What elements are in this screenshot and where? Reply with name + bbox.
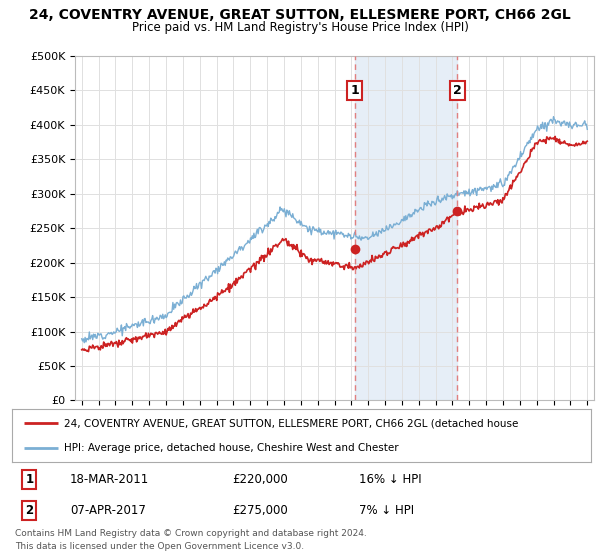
Text: 16% ↓ HPI: 16% ↓ HPI bbox=[359, 473, 422, 486]
Text: 2: 2 bbox=[25, 504, 34, 517]
Text: £275,000: £275,000 bbox=[232, 504, 288, 517]
Text: £220,000: £220,000 bbox=[232, 473, 288, 486]
Text: 07-APR-2017: 07-APR-2017 bbox=[70, 504, 146, 517]
Text: 18-MAR-2011: 18-MAR-2011 bbox=[70, 473, 149, 486]
Text: 1: 1 bbox=[25, 473, 34, 486]
Text: 24, COVENTRY AVENUE, GREAT SUTTON, ELLESMERE PORT, CH66 2GL (detached house: 24, COVENTRY AVENUE, GREAT SUTTON, ELLES… bbox=[64, 418, 518, 428]
Text: 7% ↓ HPI: 7% ↓ HPI bbox=[359, 504, 415, 517]
Text: HPI: Average price, detached house, Cheshire West and Chester: HPI: Average price, detached house, Ches… bbox=[64, 442, 399, 452]
Bar bbox=[355, 56, 457, 400]
Text: 2: 2 bbox=[452, 84, 461, 97]
Text: This data is licensed under the Open Government Licence v3.0.: This data is licensed under the Open Gov… bbox=[15, 542, 304, 550]
Text: 1: 1 bbox=[350, 84, 359, 97]
Text: 24, COVENTRY AVENUE, GREAT SUTTON, ELLESMERE PORT, CH66 2GL: 24, COVENTRY AVENUE, GREAT SUTTON, ELLES… bbox=[29, 8, 571, 22]
Text: Contains HM Land Registry data © Crown copyright and database right 2024.: Contains HM Land Registry data © Crown c… bbox=[15, 529, 367, 538]
Text: Price paid vs. HM Land Registry's House Price Index (HPI): Price paid vs. HM Land Registry's House … bbox=[131, 21, 469, 34]
